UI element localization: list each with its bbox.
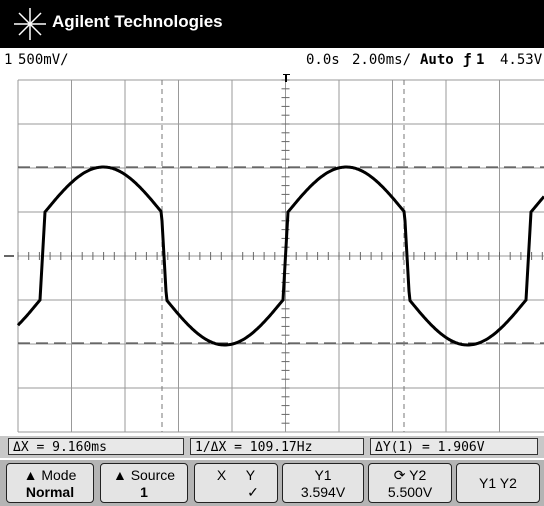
y1y2-key[interactable]: Y1 Y2 xyxy=(456,463,540,503)
key-label: Source xyxy=(130,467,176,483)
key-label: ▲ xyxy=(112,467,131,483)
trigger-slope: ƒ xyxy=(463,52,472,68)
key-value: 3.594V xyxy=(300,484,346,500)
measurement-bar: ΔX = 9.160ms 1/ΔX = 109.17Hz ΔY(1) = 1.9… xyxy=(0,436,544,458)
inverse-delta-x: 1/ΔX = 109.17Hz xyxy=(190,438,364,455)
delta-x: ΔX = 9.160ms xyxy=(8,438,184,455)
key-label: Y2 xyxy=(409,467,427,483)
scale: 500mV/ xyxy=(18,52,69,68)
key-value: 1 xyxy=(140,484,148,500)
delta-y: ΔY(1) = 1.906V xyxy=(370,438,538,455)
mode-key[interactable]: ▲ Mode Normal xyxy=(6,463,94,503)
option: X xyxy=(216,467,227,483)
key-label: ⟳ xyxy=(393,467,410,483)
xy-key[interactable]: X Y ✓ xyxy=(194,463,278,503)
option: Y xyxy=(245,467,256,483)
source-key[interactable]: ▲ Source 1 xyxy=(100,463,188,503)
softkey-bar: ▲ Mode Normal ▲ Source 1 X Y ✓ Y1 3.594V ⟳ Y… xyxy=(0,460,544,506)
waveform xyxy=(16,165,544,347)
key-label: ▲ xyxy=(23,467,42,483)
logo xyxy=(14,8,46,40)
trigger-mode: Auto xyxy=(420,52,454,68)
waveform-display xyxy=(4,74,544,433)
delay: 0.0s xyxy=(306,52,340,68)
y1-key[interactable]: Y1 3.594V xyxy=(282,463,364,503)
key-label: Y1 Y2 xyxy=(479,475,517,491)
header: Agilent Technologies xyxy=(0,0,544,48)
timebase: 2.00ms/ xyxy=(352,52,412,68)
key-label: Mode xyxy=(41,467,77,483)
y2-key[interactable]: ⟳ Y2 5.500V xyxy=(368,463,452,503)
trigger-marker xyxy=(283,74,290,82)
channel: 1 xyxy=(4,52,13,68)
key-label: Y1 xyxy=(314,467,332,483)
brand: Agilent Technologies xyxy=(52,12,223,31)
trigger-source: 1 xyxy=(476,52,485,68)
check-mark: ✓ xyxy=(247,484,259,500)
key-value: 5.500V xyxy=(387,484,433,500)
key-value: Normal xyxy=(25,484,75,500)
trigger-level: 4.53V xyxy=(500,52,543,68)
